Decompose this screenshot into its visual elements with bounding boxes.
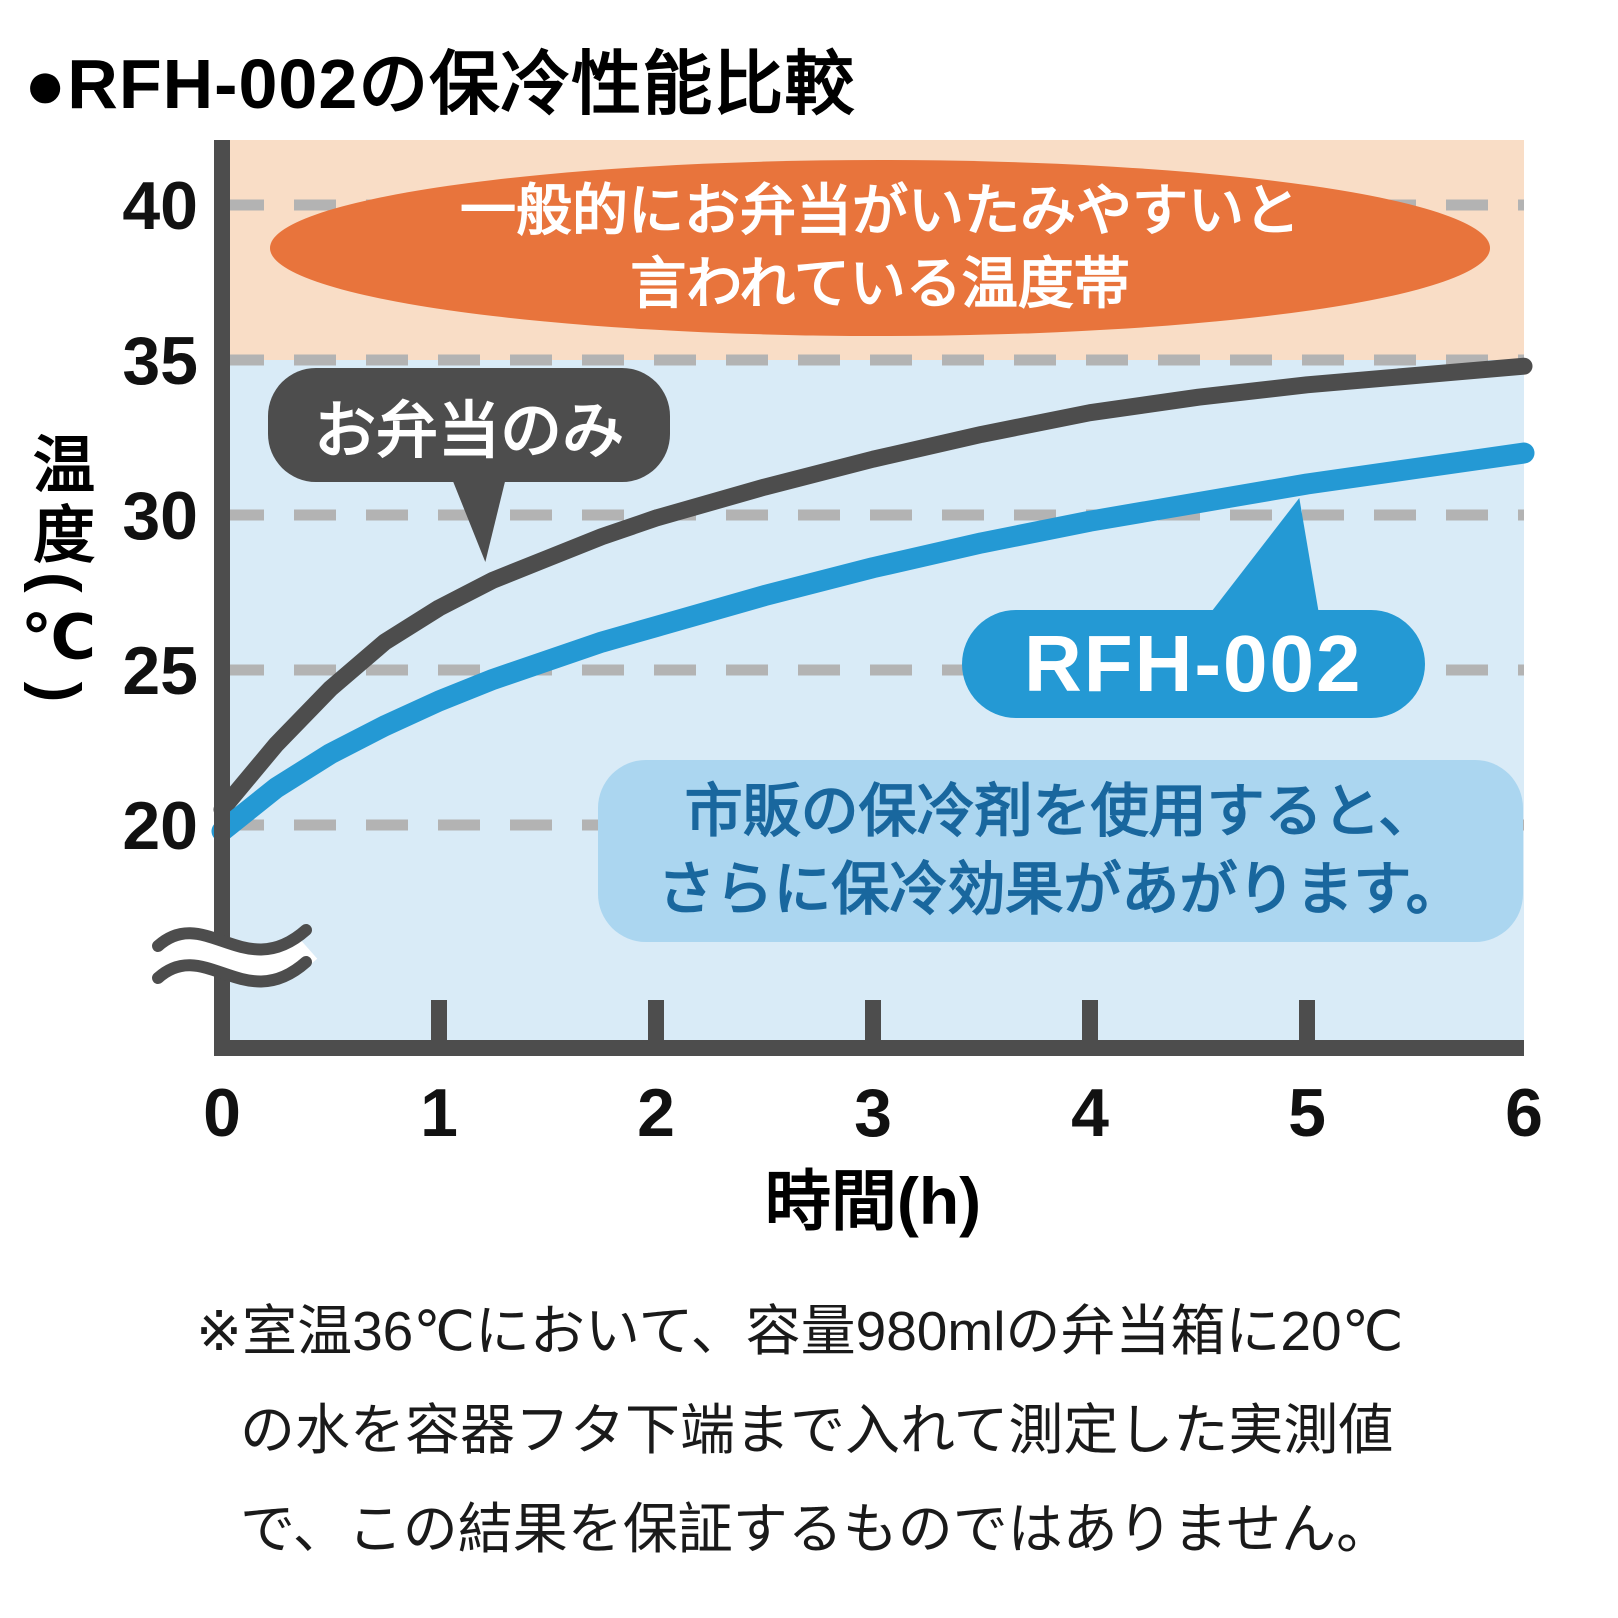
series-line-1	[211, 442, 1535, 842]
note-line1: 市販の保冷剤を使用すると、	[684, 778, 1437, 844]
rfh-002-callout: RFH-002	[962, 610, 1425, 718]
x-tick-label-5: 5	[1288, 1075, 1326, 1151]
x-axis	[214, 1040, 1524, 1056]
x-tick-mark-1	[431, 1000, 447, 1040]
note-line2: さらに保冷効果があがります。	[657, 857, 1464, 922]
x-tick-label-2: 2	[637, 1075, 675, 1151]
y-axis	[214, 140, 230, 1056]
y-tick-label-40: 40	[122, 168, 198, 244]
danger-zone-line2: 言われている温度帯	[630, 252, 1130, 315]
danger-zone-line1: 一般的にお弁当がいたみやすいと	[460, 179, 1300, 243]
x-tick-mark-5	[1299, 1000, 1315, 1040]
x-tick-mark-4	[1082, 1000, 1098, 1040]
axis-break-gap	[146, 932, 318, 983]
footnote-line2: の水を容器フタ下端まで入れて測定した実測値	[240, 1399, 1394, 1461]
axis-break-upper-wave	[152, 924, 312, 956]
y-tick-label-35: 35	[122, 323, 198, 399]
series-line-0	[213, 357, 1533, 818]
page-title: ●RFH-002の保冷性能比較	[24, 45, 856, 123]
x-tick-label-4: 4	[1071, 1075, 1109, 1151]
x-axis-title: 時間(h)	[764, 1164, 982, 1238]
y-tick-label-20: 20	[122, 788, 198, 864]
x-tick-label-6: 6	[1505, 1075, 1543, 1151]
cooling-agent-note: 市販の保冷剤を使用すると、 さらに保冷効果があがります。	[598, 760, 1523, 942]
x-tick-label-0: 0	[203, 1075, 241, 1151]
footnote-line3: で、この結果を保証するものではありません。	[240, 1498, 1392, 1560]
x-tick-mark-2	[648, 1000, 664, 1040]
axis-break-lower-wave	[152, 956, 312, 988]
x-tick-mark-3	[865, 1000, 881, 1040]
danger-zone-callout: 一般的にお弁当がいたみやすいと 言われている温度帯	[270, 160, 1490, 336]
y-tick-label-30: 30	[122, 478, 198, 554]
y-axis-title: 温度(℃)	[23, 432, 92, 711]
footnote-line1: ※室温36℃において、容量980mlの弁当箱に20℃	[196, 1300, 1404, 1362]
y-tick-label-25: 25	[122, 633, 198, 709]
footnote: ※室温36℃において、容量980mlの弁当箱に20℃ の水を容器フタ下端まで入れ…	[196, 1282, 1446, 1579]
bento-only-callout: お弁当のみ	[268, 368, 671, 482]
x-tick-label-3: 3	[854, 1075, 892, 1151]
x-tick-label-1: 1	[420, 1075, 458, 1151]
